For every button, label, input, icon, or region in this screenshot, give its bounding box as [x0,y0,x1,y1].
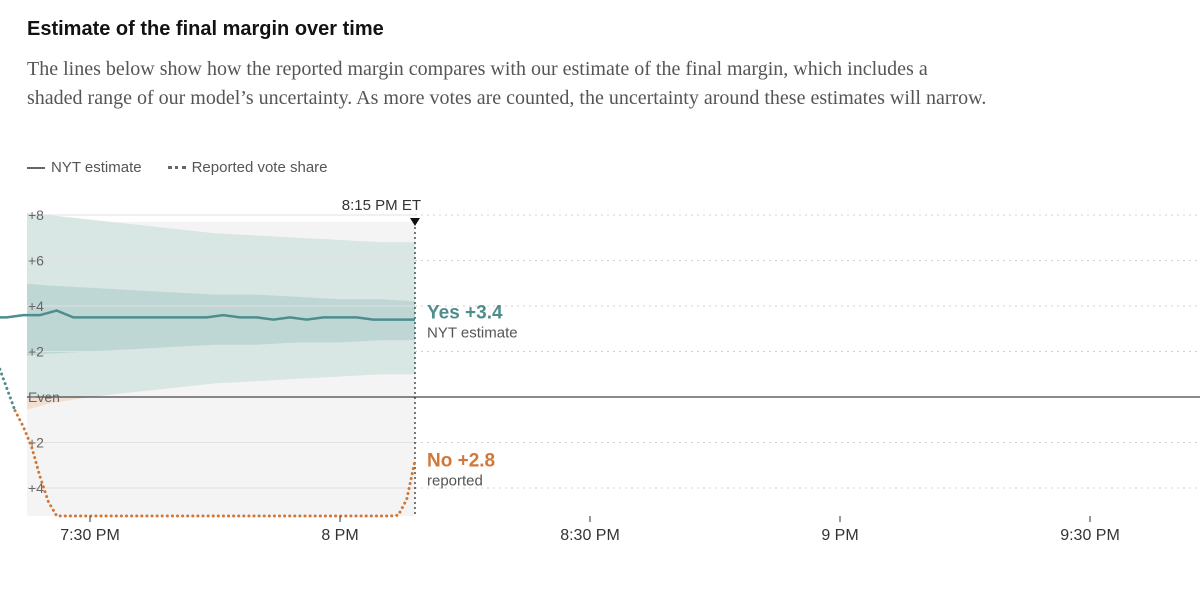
uncertainty-band-no [27,397,415,410]
series-line-reported-no [13,409,417,518]
legend-solid-line-icon [27,166,45,169]
series-line-reported-yes [0,365,17,413]
y-tick-label: +8 [28,207,44,223]
series-line-nyt-estimate [0,309,415,321]
legend-estimate-label: NYT estimate [51,159,142,176]
estimate-end-label: Yes +3.4 [427,303,503,324]
x-tick-label: 8:30 PM [560,527,620,544]
x-tick-label: 9:30 PM [1060,527,1120,544]
y-tick-label: Even [28,389,60,405]
y-tick-label: +2 [28,344,44,360]
chart-legend: NYT estimate Reported vote share [27,159,354,176]
chart-title: Estimate of the final margin over time [27,18,384,40]
reported-end-label: No +2.8 [427,451,495,472]
uncertainty-band-inner [27,283,415,356]
chart-description: The lines below show how the reported ma… [27,58,987,109]
x-tick-label: 9 PM [821,527,858,544]
legend-item-estimate: NYT estimate [27,159,142,176]
x-tick-label: 7:30 PM [60,527,120,544]
estimate-end-sublabel: NYT estimate [427,325,518,342]
x-tick-label: 8 PM [321,527,358,544]
legend-reported-label: Reported vote share [191,159,328,176]
reported-end-sublabel: reported [427,473,483,490]
legend-dotted-line-icon [167,166,186,169]
legend-item-reported: Reported vote share [167,159,328,176]
current-time-marker-icon [410,218,420,226]
y-tick-label: +6 [28,253,44,269]
y-tick-label: +4 [28,298,44,314]
current-time-label: 8:15 PM ET [342,197,421,214]
y-tick-label: +4 [28,480,44,496]
